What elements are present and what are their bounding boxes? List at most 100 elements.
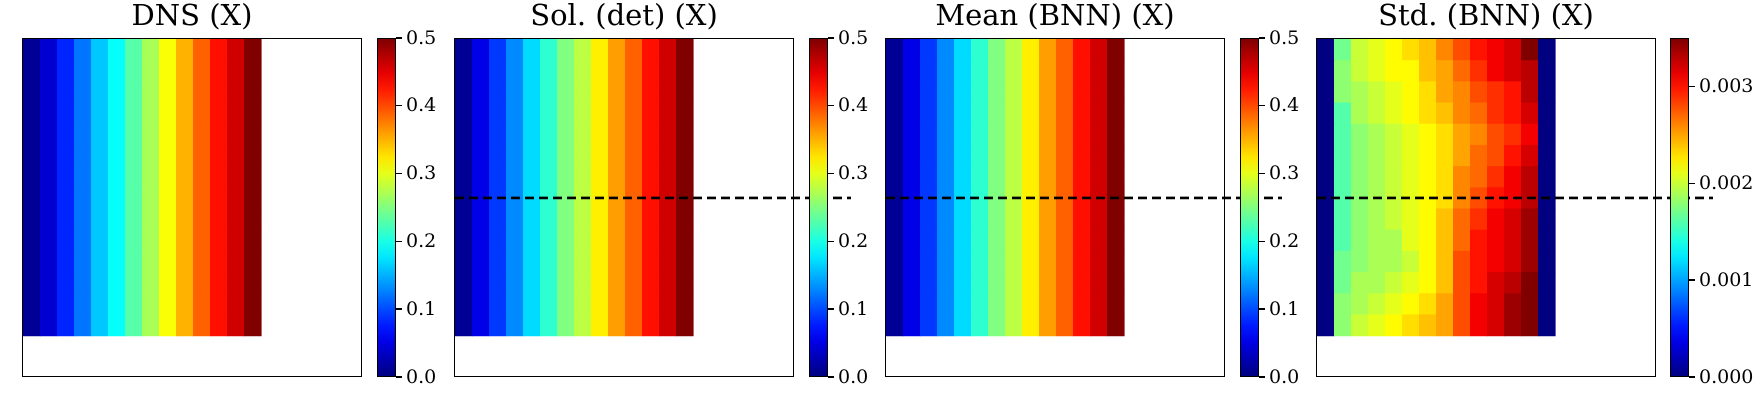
heatmap-cell: [886, 229, 904, 252]
heatmap-cell: [1470, 293, 1488, 316]
heatmap-cell: [591, 81, 609, 104]
tick-mark: [1259, 37, 1265, 39]
heatmap-cell: [193, 293, 211, 316]
heatmap-cell: [91, 229, 109, 252]
heatmap-cell: [74, 102, 92, 125]
heatmap-cell: [608, 250, 626, 273]
heatmap-cell: [1351, 314, 1369, 337]
colorbar-tick-label: 0.5: [1269, 26, 1300, 49]
heatmap-cell: [193, 81, 211, 104]
heatmap-cell: [1504, 208, 1522, 231]
heatmap-cell: [591, 229, 609, 252]
heatmap-cell: [91, 166, 109, 188]
tick-mark: [828, 37, 834, 39]
heatmap-cell: [23, 314, 41, 337]
tick-mark: [396, 308, 402, 310]
heatmap-cell: [455, 123, 473, 146]
heatmap-cell: [659, 144, 677, 167]
heatmap-cell: [1022, 272, 1040, 294]
heatmap-cell: [108, 60, 126, 82]
heatmap-cell: [1107, 39, 1125, 61]
heatmap-cell: [506, 123, 524, 146]
heatmap-cell: [210, 123, 228, 146]
heatmap-cell: [1487, 293, 1505, 316]
heatmap-cell: [1538, 272, 1556, 294]
heatmap-cell: [1487, 81, 1505, 104]
tick-mark: [828, 240, 834, 243]
heatmap-cell: [159, 187, 177, 210]
heatmap-cell: [988, 60, 1006, 82]
heatmap-cell: [1039, 272, 1057, 294]
heatmap-cell: [625, 293, 643, 316]
heatmap-cell: [506, 272, 524, 294]
heatmap-cell: [920, 81, 938, 104]
heatmap-cell: [971, 60, 989, 82]
heatmap-cell: [920, 166, 938, 188]
heatmap-cell: [1039, 102, 1057, 125]
heatmap-cell: [108, 81, 126, 104]
heatmap-cell: [74, 208, 92, 231]
heatmap-cell: [954, 229, 972, 252]
heatmap-cell: [540, 123, 558, 146]
heatmap-cell: [1368, 293, 1386, 316]
heatmap-cell: [676, 272, 694, 294]
heatmap-cell: [903, 60, 921, 82]
heatmap-cell: [1419, 81, 1437, 104]
heatmap-cell: [642, 314, 660, 337]
heatmap-cell: [1521, 123, 1539, 146]
heatmap-cell: [1385, 229, 1403, 252]
heatmap-cell: [1351, 123, 1369, 146]
heatmap-cell: [988, 166, 1006, 188]
heatmap-plot-area: [22, 38, 362, 377]
heatmap-cell: [642, 123, 660, 146]
heatmap-cell: [1039, 229, 1057, 252]
heatmap-cell: [1351, 229, 1369, 252]
heatmap-cell: [1504, 39, 1522, 61]
heatmap-cell: [159, 208, 177, 231]
heatmap-cell: [954, 250, 972, 273]
heatmap-cell: [1521, 314, 1539, 337]
colorbar-tick: 0.4: [396, 96, 436, 116]
heatmap-cell: [1107, 144, 1125, 167]
heatmap-cell: [1317, 102, 1335, 125]
heatmap-cell: [1334, 229, 1352, 252]
heatmap-cell: [57, 250, 75, 273]
heatmap-cell: [625, 144, 643, 167]
heatmap-cell: [954, 81, 972, 104]
heatmap-cell: [625, 123, 643, 146]
heatmap-cell: [159, 314, 177, 337]
heatmap-cell: [1107, 229, 1125, 252]
heatmap-cell: [57, 208, 75, 231]
heatmap-cell: [108, 272, 126, 294]
heatmap-cell: [886, 60, 904, 82]
heatmap-cell: [108, 144, 126, 167]
heatmap-cell: [1107, 314, 1125, 337]
colorbar-tick-label: 0.003: [1699, 74, 1754, 97]
heatmap-cell: [1317, 39, 1335, 61]
colorbar-tick-label: 0.001: [1699, 268, 1754, 291]
heatmap-cell: [1090, 39, 1108, 61]
heatmap-cell: [659, 208, 677, 231]
heatmap-cell: [1385, 250, 1403, 273]
heatmap-cell: [125, 166, 143, 188]
heatmap-cell: [1368, 123, 1386, 146]
heatmap-cell: [193, 166, 211, 188]
heatmap-cell: [506, 166, 524, 188]
heatmap-cell: [971, 293, 989, 316]
heatmap-cell: [91, 272, 109, 294]
heatmap-cell: [625, 250, 643, 273]
heatmap-cell: [1351, 39, 1369, 61]
heatmap-cell: [642, 229, 660, 252]
heatmap-cell: [988, 39, 1006, 61]
heatmap-cell: [489, 166, 507, 188]
heatmap-cell: [1402, 314, 1420, 337]
colorbar-tick: 0.4: [828, 96, 868, 116]
heatmap-cell: [1073, 208, 1091, 231]
heatmap-cell: [625, 187, 643, 210]
heatmap-cell: [608, 60, 626, 82]
heatmap-cell: [472, 102, 490, 125]
heatmap-cell: [608, 229, 626, 252]
heatmap-cell: [91, 60, 109, 82]
heatmap-cell: [193, 208, 211, 231]
heatmap-cell: [1005, 102, 1023, 125]
